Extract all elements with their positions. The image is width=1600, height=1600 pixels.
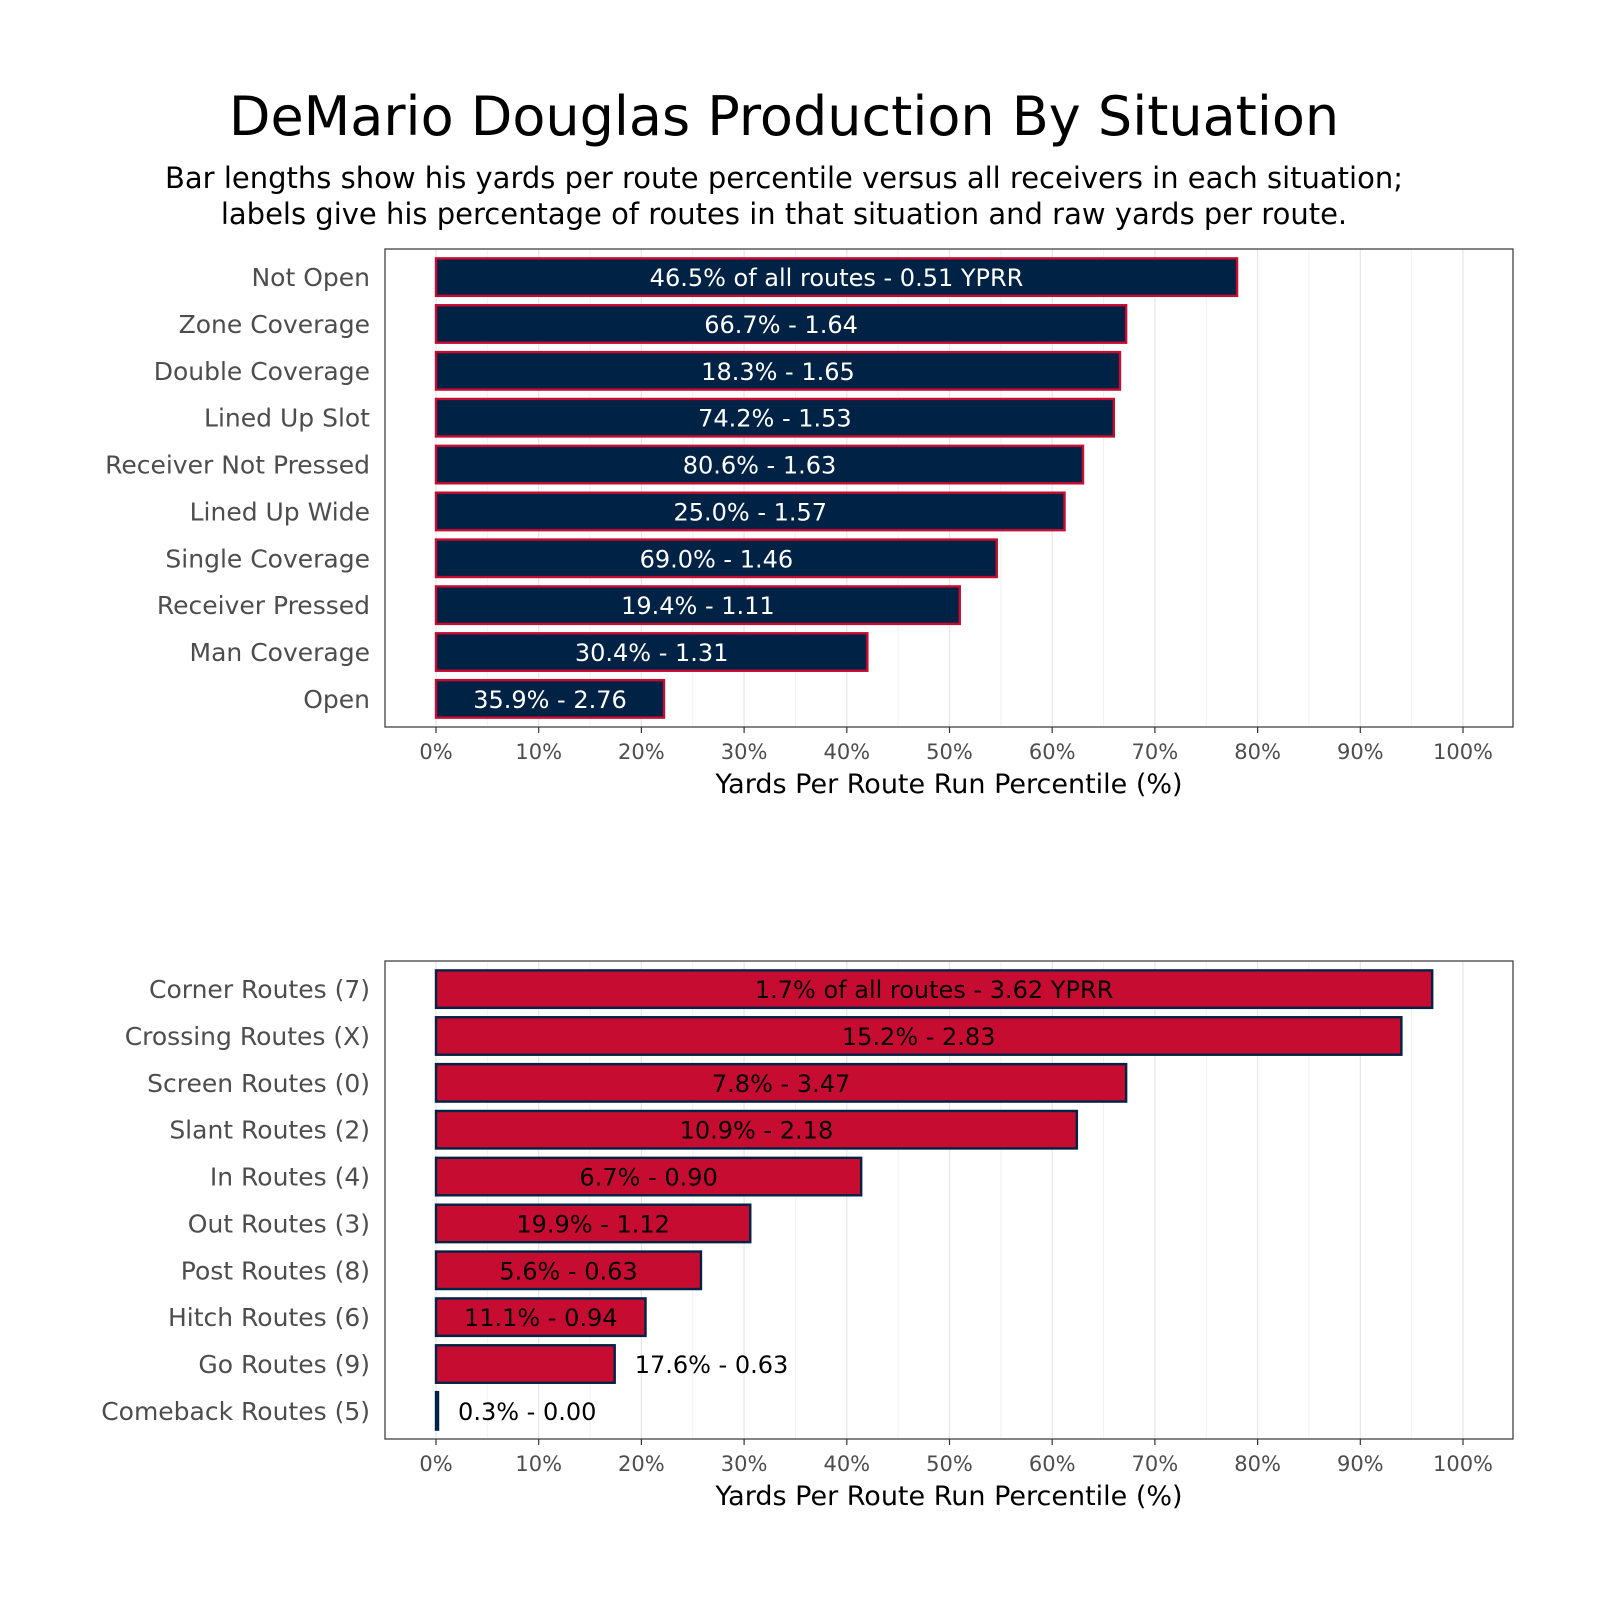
situation-bar xyxy=(434,491,1066,532)
route-tick-label: 30% xyxy=(721,1452,768,1476)
route-tick-label: 50% xyxy=(926,1452,973,1476)
route-tick-label: 100% xyxy=(1433,1452,1493,1476)
route-bar xyxy=(434,1250,703,1291)
situation-bar-label: 30.4% - 1.31 xyxy=(575,639,729,667)
route-tick-label: 80% xyxy=(1234,1452,1281,1476)
situation-category-label: Double Coverage xyxy=(154,357,370,386)
situation-bar xyxy=(434,350,1122,391)
situation-category-label: Lined Up Wide xyxy=(190,497,370,526)
route-bar xyxy=(434,1344,616,1384)
situation-bar-label: 74.2% - 1.53 xyxy=(698,405,852,433)
route-tick-label: 70% xyxy=(1132,1452,1179,1476)
situation-tick-label: 0% xyxy=(419,740,452,764)
situation-panel: Not Open 46.5% of all routes - 0.51 YPRR Z… xyxy=(105,248,1514,800)
situation-tick-label: 40% xyxy=(823,740,870,764)
situation-bar xyxy=(434,585,961,626)
route-category-label: Out Routes (3) xyxy=(188,1209,370,1238)
situation-tick-label: 60% xyxy=(1029,740,1076,764)
route-category-label: In Routes (4) xyxy=(210,1163,370,1192)
situation-bar-label: 18.3% - 1.65 xyxy=(701,358,855,386)
situation-bar-label: 69.0% - 1.46 xyxy=(640,545,794,573)
situation-tick-label: 20% xyxy=(618,740,665,764)
route-category-label: Hitch Routes (6) xyxy=(168,1303,370,1332)
situation-category-label: Not Open xyxy=(251,263,370,292)
situation-tick-label: 100% xyxy=(1433,740,1493,764)
route-bar xyxy=(434,1156,863,1197)
route-bar-label: 6.7% - 0.90 xyxy=(579,1164,717,1192)
situation-bar xyxy=(434,678,666,719)
situation-category-label: Zone Coverage xyxy=(179,310,370,339)
situation-bar xyxy=(434,632,869,672)
situation-category-label: Receiver Not Pressed xyxy=(105,451,370,480)
route-bar-label: 10.9% - 2.18 xyxy=(680,1117,834,1145)
route-bar-label: 17.6% - 0.63 xyxy=(635,1351,789,1379)
route-tick-label: 10% xyxy=(515,1452,562,1476)
situation-bar-label: 35.9% - 2.76 xyxy=(473,686,627,714)
situation-category-label: Man Coverage xyxy=(190,638,370,667)
route-bar xyxy=(434,969,1434,1010)
situation-bar-label: 80.6% - 1.63 xyxy=(683,452,837,480)
route-panel: Corner Routes (7) 1.7% of all routes - 3.… xyxy=(101,960,1514,1512)
situation-tick-label: 90% xyxy=(1337,740,1384,764)
chart-subtitle-line-2: labels give his percentage of routes in … xyxy=(221,197,1347,231)
chart-title: DeMario Douglas Production By Situation xyxy=(229,85,1339,148)
situation-tick-label: 50% xyxy=(926,740,973,764)
route-category-label: Screen Routes (0) xyxy=(147,1069,370,1098)
situation-bar xyxy=(434,304,1128,344)
situation-tick-label: 70% xyxy=(1132,740,1179,764)
situation-bar-label: 46.5% of all routes - 0.51 YPRR xyxy=(650,264,1024,292)
situation-tick-label: 10% xyxy=(515,740,562,764)
route-bar xyxy=(434,1297,647,1338)
situation-bar-label: 66.7% - 1.64 xyxy=(704,311,858,339)
situation-bar xyxy=(434,397,1116,438)
situation-bar xyxy=(434,538,998,579)
situation-bar-label: 25.0% - 1.57 xyxy=(673,498,827,526)
route-bar xyxy=(434,1390,440,1431)
route-tick-label: 60% xyxy=(1029,1452,1076,1476)
route-category-label: Post Routes (8) xyxy=(181,1256,370,1285)
route-bar-label: 7.8% - 3.47 xyxy=(712,1070,850,1098)
route-bar-label: 11.1% - 0.94 xyxy=(464,1304,618,1332)
route-bar-label: 1.7% of all routes - 3.62 YPRR xyxy=(755,976,1113,1004)
route-category-label: Corner Routes (7) xyxy=(149,975,370,1004)
situation-bar xyxy=(434,444,1085,485)
situation-tick-label: 30% xyxy=(721,740,768,764)
situation-category-label: Receiver Pressed xyxy=(157,591,370,620)
chart-subtitle-line-1: Bar lengths show his yards per route per… xyxy=(165,161,1403,195)
route-bar xyxy=(434,1109,1079,1150)
route-category-label: Go Routes (9) xyxy=(198,1350,370,1379)
situation-category-label: Lined Up Slot xyxy=(204,404,370,433)
route-bar-label: 15.2% - 2.83 xyxy=(842,1023,996,1051)
situation-x-axis-title: Yards Per Route Run Percentile (%) xyxy=(714,769,1182,800)
route-bar xyxy=(434,1062,1128,1103)
situation-bar xyxy=(434,257,1239,298)
route-bar-label: 5.6% - 0.63 xyxy=(499,1257,637,1285)
route-bar xyxy=(434,1203,752,1244)
route-tick-label: 90% xyxy=(1337,1452,1384,1476)
situation-category-label: Single Coverage xyxy=(165,544,370,573)
route-category-label: Slant Routes (2) xyxy=(169,1116,370,1145)
route-category-label: Comeback Routes (5) xyxy=(101,1397,370,1426)
situation-tick-label: 80% xyxy=(1234,740,1281,764)
route-x-axis-title: Yards Per Route Run Percentile (%) xyxy=(714,1481,1182,1512)
situation-bar-label: 19.4% - 1.11 xyxy=(621,592,775,620)
route-category-label: Crossing Routes (X) xyxy=(125,1022,370,1051)
route-bar-label: 19.9% - 1.12 xyxy=(516,1210,670,1238)
route-tick-label: 20% xyxy=(618,1452,665,1476)
route-bar xyxy=(434,1016,1403,1056)
route-bar-label: 0.3% - 0.00 xyxy=(458,1398,596,1426)
situation-category-label: Open xyxy=(303,685,370,714)
route-tick-label: 40% xyxy=(823,1452,870,1476)
route-tick-label: 0% xyxy=(419,1452,452,1476)
